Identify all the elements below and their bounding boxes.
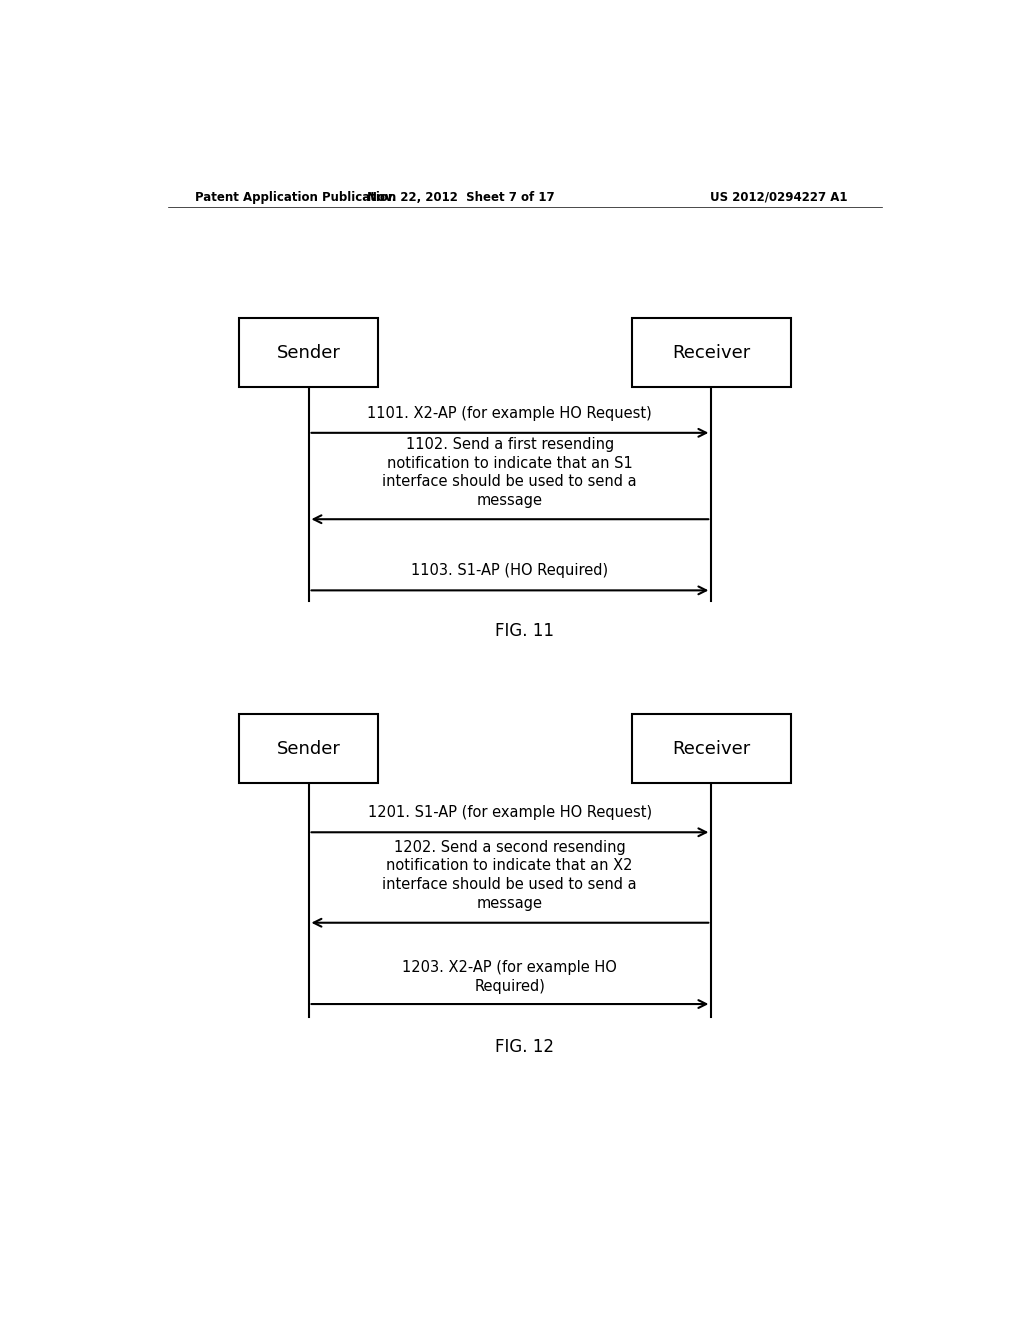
Text: Receiver: Receiver <box>672 343 751 362</box>
Bar <box>632 318 791 387</box>
Text: FIG. 12: FIG. 12 <box>496 1038 554 1056</box>
Text: 1101. X2-AP (for example HO Request): 1101. X2-AP (for example HO Request) <box>368 405 652 421</box>
Text: 1102. Send a first resending
notification to indicate that an S1
interface shoul: 1102. Send a first resending notificatio… <box>382 437 637 508</box>
Text: Nov. 22, 2012  Sheet 7 of 17: Nov. 22, 2012 Sheet 7 of 17 <box>368 190 555 203</box>
Text: Sender: Sender <box>276 741 341 758</box>
Bar <box>240 318 378 387</box>
Text: 1202. Send a second resending
notification to indicate that an X2
interface shou: 1202. Send a second resending notificati… <box>382 840 637 911</box>
Text: FIG. 11: FIG. 11 <box>496 622 554 640</box>
Text: 1201. S1-AP (for example HO Request): 1201. S1-AP (for example HO Request) <box>368 805 652 820</box>
Text: 1103. S1-AP (HO Required): 1103. S1-AP (HO Required) <box>412 564 608 578</box>
Bar <box>632 714 791 784</box>
Text: US 2012/0294227 A1: US 2012/0294227 A1 <box>710 190 848 203</box>
Text: 1203. X2-AP (for example HO
Required): 1203. X2-AP (for example HO Required) <box>402 960 617 994</box>
Text: Receiver: Receiver <box>672 741 751 758</box>
Text: Patent Application Publication: Patent Application Publication <box>196 190 396 203</box>
Bar <box>240 714 378 784</box>
Text: Sender: Sender <box>276 343 341 362</box>
